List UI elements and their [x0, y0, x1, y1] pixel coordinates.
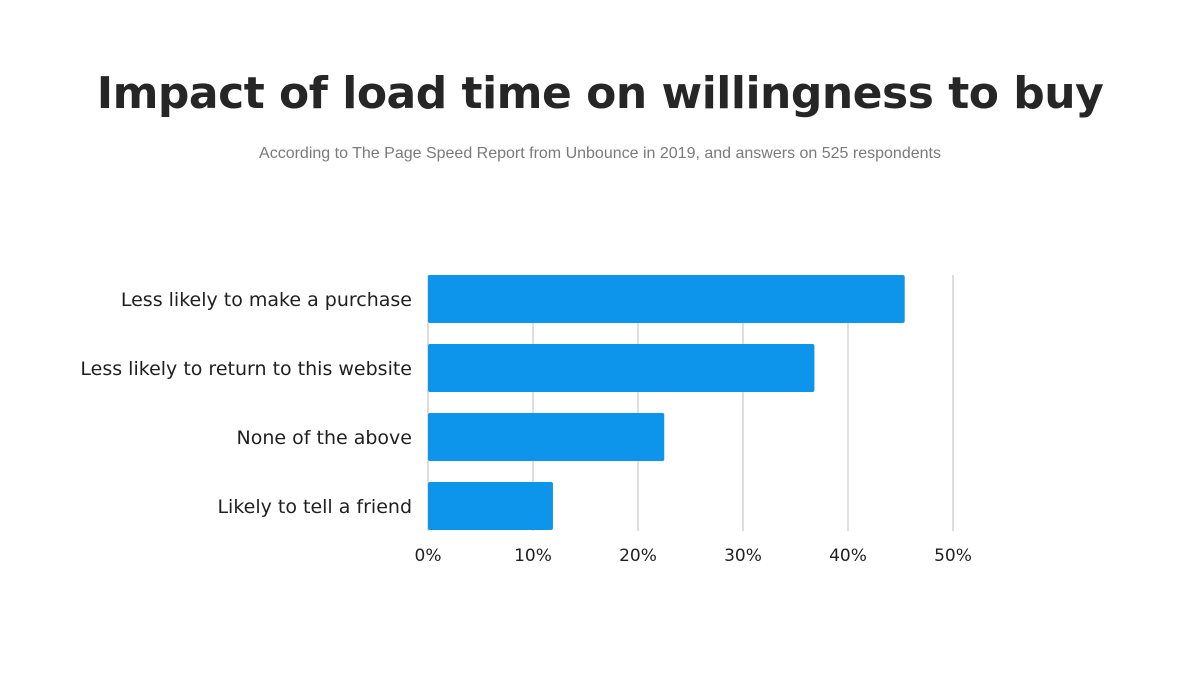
bar [428, 344, 815, 392]
bar [428, 275, 905, 323]
x-tick-label: 30% [724, 546, 762, 566]
bar [428, 413, 665, 461]
chart-title: Impact of load time on willingness to bu… [96, 68, 1104, 119]
x-tick-label: 50% [934, 546, 972, 566]
category-label: Likely to tell a friend [217, 496, 412, 518]
x-tick-label: 20% [619, 546, 657, 566]
x-tick-label: 40% [829, 546, 867, 566]
x-tick-label: 10% [514, 546, 552, 566]
chart-subtitle: According to The Page Speed Report from … [259, 145, 941, 162]
x-tick-label: 0% [415, 546, 442, 566]
category-label: None of the above [237, 427, 412, 449]
category-label: Less likely to make a purchase [121, 289, 412, 311]
category-label: Less likely to return to this website [80, 358, 412, 380]
bar [428, 482, 553, 530]
